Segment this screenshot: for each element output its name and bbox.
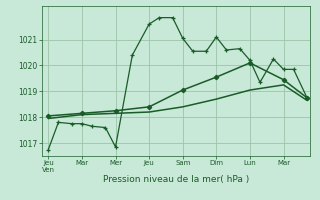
X-axis label: Pression niveau de la mer( hPa ): Pression niveau de la mer( hPa ) <box>103 175 249 184</box>
